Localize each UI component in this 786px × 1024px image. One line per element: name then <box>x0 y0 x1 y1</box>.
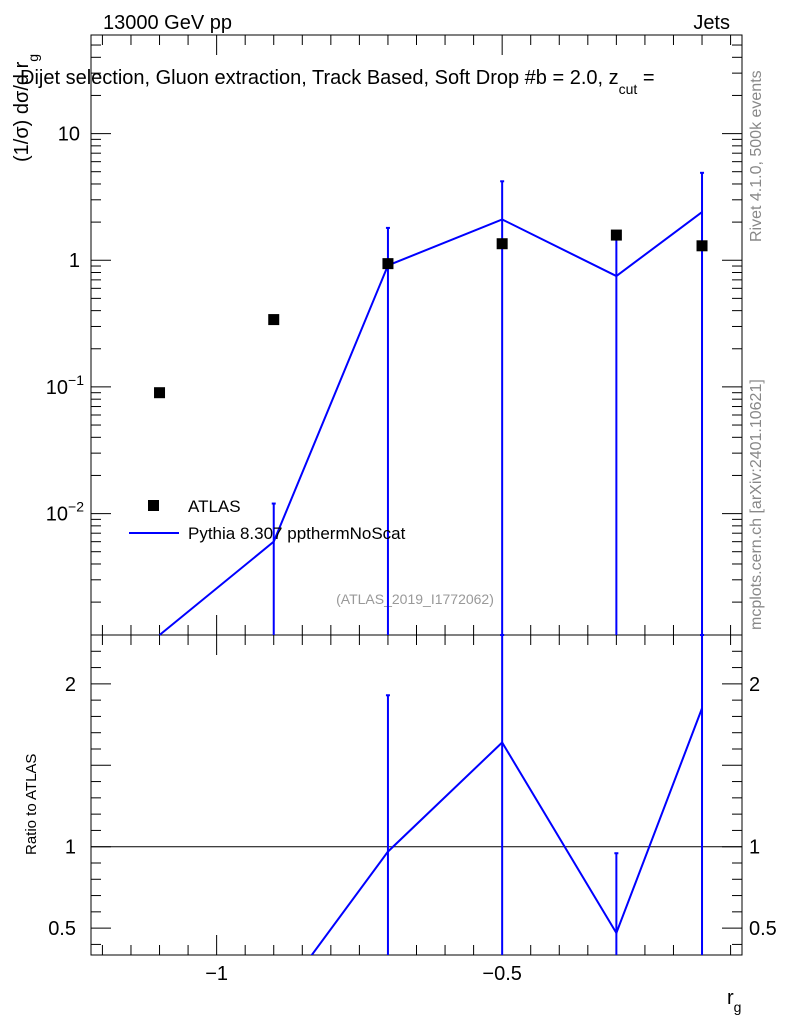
legend: ATLAS Pythia 8.307 ppthermNoScat <box>129 497 406 543</box>
main-y-axis-label-text: (1/σ) dσ/d r <box>11 61 33 162</box>
x-axis-label: rg <box>727 987 741 1015</box>
main-plot-marks <box>154 171 708 636</box>
plot-title-main: Dijet selection, Gluon extraction, Track… <box>20 67 619 89</box>
atlas-data-point <box>382 258 394 270</box>
header-process-label: 13000 GeV pp <box>103 12 232 34</box>
ratio-series-line <box>310 707 703 955</box>
main-y-tick-label: 1 <box>69 250 80 272</box>
ratio-y-tick-label-right: 1 <box>749 837 760 859</box>
legend-atlas-label: ATLAS <box>188 497 241 516</box>
main-y-axis-label: (1/σ) dσ/d rg <box>11 54 41 162</box>
ratio-plot-marks <box>310 634 705 955</box>
x-axis-label-sub: g <box>734 999 742 1015</box>
ratio-y-tick-label-left: 0.5 <box>48 918 76 940</box>
legend-pythia-label: Pythia 8.307 ppthermNoScat <box>188 524 406 543</box>
mcplots-reference-label: mcplots.cern.ch [arXiv:2401.10621] <box>748 379 765 630</box>
ratio-y-tick-label-right: 2 <box>749 674 760 696</box>
atlas-data-point <box>610 229 622 241</box>
main-y-axis-label-sub: g <box>25 54 41 62</box>
atlas-data-point <box>154 387 166 399</box>
plot-title-sub: cut <box>619 81 638 97</box>
header-observable-label: Jets <box>693 12 730 34</box>
atlas-data-point <box>268 314 280 326</box>
ratio-y-tick-label-left: 1 <box>65 837 76 859</box>
pythia-series-line <box>158 211 703 636</box>
ratio-y-tick-label-right: 0.5 <box>749 918 777 940</box>
x-tick-label: −1 <box>205 963 228 985</box>
main-axis-ticks: 10 1 10−1 10−2 <box>46 34 742 635</box>
x-axis-label-text: r <box>727 987 734 1009</box>
main-y-tick-label: 10 <box>58 124 80 146</box>
plot-title-tail: = <box>637 67 654 89</box>
main-plot-frame <box>90 34 743 636</box>
analysis-watermark: (ATLAS_2019_I1772062) <box>336 591 494 607</box>
ratio-y-axis-label: Ratio to ATLAS <box>23 754 40 855</box>
atlas-data-point <box>696 240 708 252</box>
ratio-plot-frame <box>90 634 743 956</box>
legend-atlas-marker <box>148 500 159 511</box>
rivet-version-label: Rivet 4.1.0, 500k events <box>748 70 765 242</box>
plot-title: Dijet selection, Gluon extraction, Track… <box>20 67 655 97</box>
ratio-y-tick-label-left: 2 <box>65 674 76 696</box>
x-tick-label: −0.5 <box>482 963 521 985</box>
main-y-tick-label: 10−2 <box>46 499 84 526</box>
main-y-tick-label: 10−1 <box>46 372 84 399</box>
ratio-axis-ticks: 2 2 1 1 0.5 0.5 −1 −0.5 <box>48 635 777 985</box>
atlas-data-point <box>496 238 508 250</box>
